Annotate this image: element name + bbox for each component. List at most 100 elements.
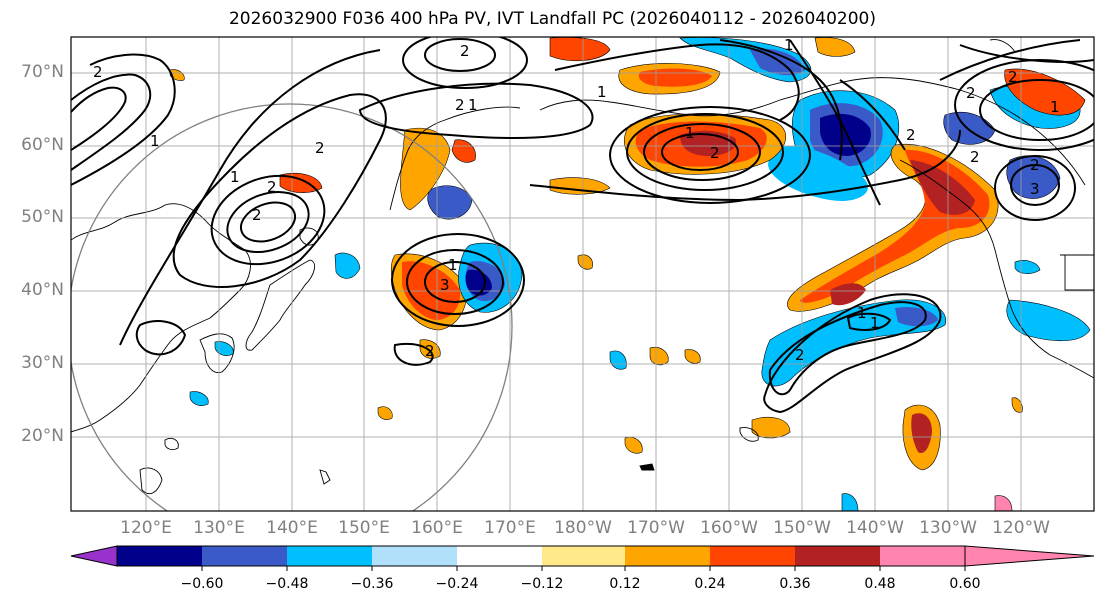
pv-negative-region xyxy=(334,252,361,279)
pv-positive-region xyxy=(830,283,866,306)
lon-label: 120°W xyxy=(992,518,1050,538)
lon-label: 170°E xyxy=(484,518,536,538)
pv-positive-region xyxy=(377,406,393,420)
colorbar-max-extension xyxy=(964,545,1095,567)
plot-frame xyxy=(70,36,1095,512)
pv-negative-region xyxy=(841,493,859,511)
colorbar-tick-label: 0.36 xyxy=(779,576,811,592)
lat-label: 20°N xyxy=(21,426,64,446)
lon-label: 120°E xyxy=(120,518,172,538)
pv-negative-region xyxy=(820,113,871,156)
contour-label: 1 xyxy=(150,132,160,150)
lon-label: 150°E xyxy=(338,518,390,538)
colorbar-tick-label: −0.60 xyxy=(180,576,224,592)
colorbar-bin xyxy=(542,546,625,566)
lat-label: 70°N xyxy=(21,62,64,82)
pv-negative-region xyxy=(189,391,209,406)
colorbar-tick-label: 0.48 xyxy=(864,576,896,592)
contour-label: 2 xyxy=(267,178,277,196)
contour-label: 1 xyxy=(870,314,880,332)
contour-label: 2 xyxy=(93,63,103,81)
contour-label: 2 xyxy=(425,342,435,360)
contour-label: 2 xyxy=(455,96,465,114)
lon-label: 140°E xyxy=(266,518,318,538)
contour-label: 1 xyxy=(597,83,607,101)
colorbar-bin xyxy=(795,546,880,566)
pv-positive-region xyxy=(994,495,1013,511)
lat-label: 40°N xyxy=(21,280,64,300)
colorbar xyxy=(70,545,1095,571)
pv-positive-region xyxy=(814,37,856,57)
lon-label: 170°W xyxy=(627,518,685,538)
colorbar-bin xyxy=(457,546,542,566)
pv-shading xyxy=(169,37,1091,511)
pv-negative-region xyxy=(465,269,492,296)
range-circle xyxy=(71,103,513,511)
contour-label: 1 xyxy=(230,168,240,186)
pv-negative-region xyxy=(768,146,869,201)
lat-label: 30°N xyxy=(21,353,64,373)
contour-label: 2 xyxy=(970,148,980,166)
map-title: 2026032900 F036 400 hPa PV, IVT Landfall… xyxy=(228,9,876,29)
lon-label: 130°E xyxy=(193,518,245,538)
colorbar-bin xyxy=(710,546,795,566)
contour-label: 2 xyxy=(460,42,470,60)
contour-label: 3 xyxy=(440,276,450,294)
colorbar-bin xyxy=(880,546,965,566)
lon-label: 160°W xyxy=(700,518,758,538)
contour-label: 2 xyxy=(315,139,325,157)
lon-label: 130°W xyxy=(919,518,977,538)
pv-positive-region xyxy=(419,339,441,359)
contour-label: 1 xyxy=(857,304,867,322)
pv-positive-region xyxy=(624,437,643,454)
lon-label: 180°W xyxy=(554,518,612,538)
colorbar-tick-label: −0.24 xyxy=(435,576,479,592)
pv-negative-region xyxy=(1014,260,1041,274)
colorbar-tick-label: −0.12 xyxy=(520,576,564,592)
pv-positive-region xyxy=(451,139,476,163)
colorbar-ticks xyxy=(201,566,966,571)
colorbar-min-extension xyxy=(70,545,118,567)
contour-label-group: 2 2 1 1 2 2 2 2 1 1 3 2 1 2 1 1 1 1 2 2 … xyxy=(93,36,1060,364)
pv-negative-region xyxy=(943,111,996,145)
colorbar-frame xyxy=(116,545,966,567)
lon-label: 160°E xyxy=(411,518,463,538)
graticule xyxy=(71,37,1094,511)
contour-label: 2 xyxy=(710,144,720,162)
pv-positive-region xyxy=(577,254,593,270)
lat-label: 50°N xyxy=(21,207,64,227)
pv-positive-region xyxy=(549,177,611,195)
pv-negative-region xyxy=(214,341,234,356)
colorbar-bin xyxy=(202,546,287,566)
colorbar-tick-label: 0.60 xyxy=(949,576,981,592)
pv-positive-region xyxy=(911,413,932,454)
contour-label: 2 xyxy=(795,346,805,364)
pv-positive-region xyxy=(549,37,611,62)
colorbar-bin xyxy=(372,546,457,566)
pv-positive-region xyxy=(684,349,701,364)
colorbar-bin xyxy=(117,546,202,566)
contour-label: 2 xyxy=(906,126,916,144)
contour-label: 1 xyxy=(448,256,458,274)
contour-label: 1 xyxy=(685,124,695,142)
contour-label: 2 xyxy=(1008,68,1018,86)
contour-label: 3 xyxy=(1030,180,1040,198)
colorbar-tick-label: 0.24 xyxy=(694,576,726,592)
pv-positive-region xyxy=(1011,397,1023,413)
contour-label: 2 xyxy=(966,84,976,102)
pv-positive-region xyxy=(279,172,323,193)
lat-label: 60°N xyxy=(21,135,64,155)
contour-label: 1 xyxy=(468,96,478,114)
colorbar-bin xyxy=(287,546,372,566)
pv-negative-region xyxy=(1006,299,1091,342)
contour-label: 1 xyxy=(1050,98,1060,116)
lon-label: 140°W xyxy=(846,518,904,538)
pv-negative-region xyxy=(750,48,805,76)
colorbar-tick-label: −0.48 xyxy=(265,576,309,592)
pv-negative-region xyxy=(895,307,938,327)
pv-positive-region xyxy=(400,127,451,211)
contour-label: 1 xyxy=(784,36,794,54)
colorbar-tick-label: −0.36 xyxy=(350,576,394,592)
colorbar-bin xyxy=(625,546,710,566)
